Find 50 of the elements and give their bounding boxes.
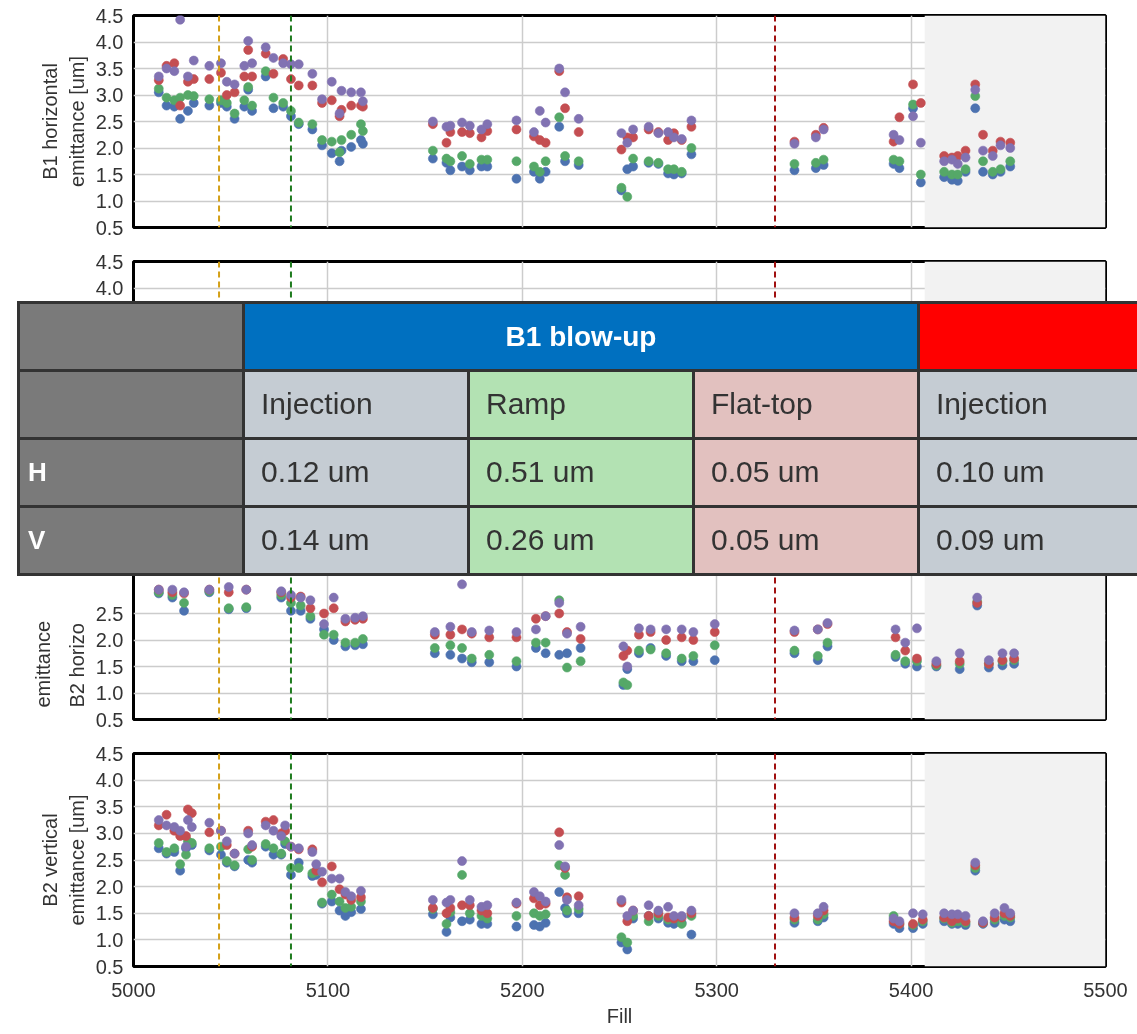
x-tick-label: 5200 (500, 978, 545, 1001)
y-tick-label: 1.0 (95, 682, 124, 704)
y-tick-label: 4.5 (95, 742, 124, 765)
text: 0.26 um (486, 523, 595, 557)
y-axis-title: B2 horizo emittance (31, 620, 88, 708)
text: B1 blow-up (243, 302, 919, 371)
category-label: Flat-top (693, 370, 919, 439)
text: 0.05 um (711, 455, 820, 489)
y-tick-label: 4.5 (95, 250, 124, 273)
y-tick-label: 0.5 (95, 216, 124, 239)
y-axis-title: B1 horizontal emittance [um] (39, 55, 88, 188)
y-tick-label: 2.5 (95, 110, 124, 133)
x-axis-title: Fill (606, 1004, 633, 1027)
x-tick-label: 5000 (111, 978, 156, 1001)
y-tick-label: 4.0 (95, 31, 124, 53)
y-tick-label: 1.5 (95, 655, 124, 678)
category-label: V (28, 524, 46, 555)
y-tick-label: 3.0 (95, 822, 124, 845)
y-axis-title: B2 vertical emittance [um] (39, 794, 88, 926)
y-tick-label: 3.5 (95, 795, 124, 818)
y-tick-label: 2.5 (95, 602, 124, 625)
x-tick-label: 5500 (1083, 978, 1128, 1001)
y-tick-label: 0.5 (95, 955, 124, 978)
y-tick-label: 1.0 (95, 190, 124, 212)
text: 0.10 um (936, 455, 1045, 489)
y-tick-label: 4.0 (95, 769, 124, 792)
category-label: H (28, 456, 47, 487)
text: 0.05 um (711, 523, 820, 557)
category-label: Injection (918, 370, 1137, 439)
y-tick-label: 2.5 (95, 849, 124, 871)
text: 0.12 um (261, 455, 370, 489)
y-tick-label: 3.0 (95, 84, 124, 106)
y-tick-label: 2.0 (95, 875, 124, 898)
y-tick-label: 1.5 (95, 902, 124, 925)
text: 0.09 um (936, 523, 1045, 557)
y-tick-label: 0.5 (95, 708, 124, 731)
text: 0.51 um (486, 455, 595, 489)
y-tick-label: 4.0 (95, 277, 124, 299)
text: 0.14 um (261, 523, 370, 557)
y-tick-label: 2.0 (95, 629, 124, 651)
y-tick-label: 1.5 (95, 163, 124, 186)
y-tick-label: 2.0 (95, 137, 124, 159)
y-tick-label: 3.5 (95, 57, 124, 80)
y-tick-label: 4.5 (95, 4, 124, 27)
x-tick-label: 5100 (305, 978, 351, 1001)
category-label: Injection (243, 370, 469, 439)
x-tick-label: 5400 (888, 978, 934, 1001)
category-label: Ramp (468, 370, 694, 439)
x-tick-label: 5300 (694, 978, 739, 1001)
y-tick-label: 1.0 (95, 928, 124, 951)
